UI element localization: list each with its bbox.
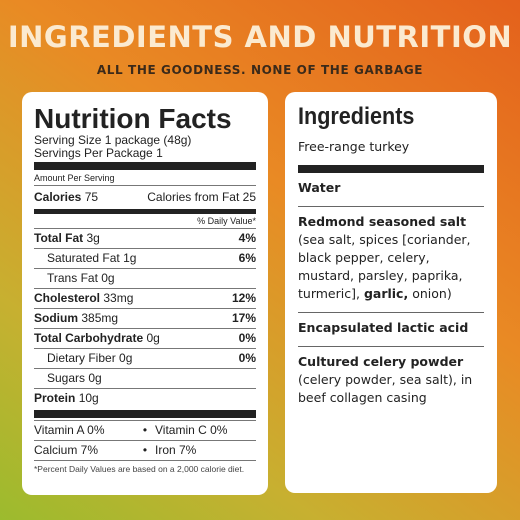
nutrient: Sodium 385mg — [34, 309, 118, 328]
nutrient-row: Dietary Fiber 0g 0% — [34, 348, 256, 368]
ingredient: Free-range turkey — [298, 132, 484, 165]
nutrient-amount: 0g — [88, 371, 102, 385]
nutrient-amount: 0g — [101, 271, 115, 285]
daily-value: 17% — [231, 311, 256, 325]
nutrient-rows: Total Fat 3g 4% Saturated Fat 1g 6% Trans Fa… — [34, 228, 256, 408]
ingredient-text: Cultured celery powder — [298, 354, 464, 369]
bullet: • — [142, 423, 148, 437]
vitamin-row: Vitamin A 0% • Vitamin C 0% — [34, 420, 256, 440]
bullet: • — [142, 443, 148, 457]
daily-value: 6% — [238, 251, 256, 265]
ingredients-title: Ingredients — [298, 103, 415, 130]
nutrient-row: Total Fat 3g 4% — [34, 228, 256, 248]
nutrient-label: Total Carbohydrate — [34, 331, 144, 345]
nutrient-row: Protein 10g — [34, 388, 256, 408]
medium-rule — [34, 209, 256, 214]
nutrient-amount: 1g — [123, 251, 137, 265]
ingredient: Cultured celery powder (celery powder, s… — [298, 347, 484, 416]
calories-label: Calories — [34, 190, 82, 204]
nutrient: Total Carbohydrate 0g — [34, 329, 160, 348]
nutrient-row: Cholesterol 33mg 12% — [34, 288, 256, 308]
thick-rule — [34, 162, 256, 170]
nutrient: Dietary Fiber 0g — [34, 349, 132, 368]
ingredient-text: Water — [298, 180, 341, 195]
nutrient-amount: 0g — [119, 351, 133, 365]
nutrient-amount: 3g — [86, 231, 100, 245]
dv-header: % Daily Value* — [197, 216, 256, 226]
vitamin-rows: Vitamin A 0% • Vitamin C 0% Calcium 7% • Iron… — [34, 420, 256, 460]
calories-fat: Calories from Fat 25 — [147, 186, 256, 208]
daily-value: 0% — [238, 331, 256, 345]
separator — [298, 346, 484, 347]
serving-size: Serving Size 1 package (48g) — [34, 133, 192, 147]
nutrient-amount: 0g — [146, 331, 160, 345]
footnote: *Percent Daily Values are based on a 2,0… — [34, 460, 256, 474]
daily-value: 12% — [231, 291, 256, 305]
nutrition-panel: Nutrition Facts Serving Size 1 package (… — [22, 92, 268, 495]
vitamin: Calcium 7% — [34, 443, 99, 457]
ingredients-panel: Ingredients Free-range turkey Water Redmon… — [285, 92, 497, 493]
thick-rule — [34, 410, 256, 418]
nutrient-amount: 385mg — [81, 311, 119, 325]
nutrient-row: Total Carbohydrate 0g 0% — [34, 328, 256, 348]
nutrient-label: Saturated Fat — [47, 251, 120, 265]
nutrient-label: Cholesterol — [34, 291, 101, 305]
nutrient-row: Sodium 385mg 17% — [34, 308, 256, 328]
nutrition-title: Nutrition Facts — [34, 103, 232, 134]
ingredient-text: Free-range turkey — [298, 139, 410, 154]
vitamin: Iron 7% — [155, 443, 197, 457]
nutrient-row: Trans Fat 0g — [34, 268, 256, 288]
calories-fat-value: 25 — [242, 190, 256, 204]
nutrient: Trans Fat 0g — [34, 269, 115, 288]
nutrient-row: Sugars 0g — [34, 368, 256, 388]
ingredient-text: garlic, — [363, 286, 409, 301]
nutrient-label: Sugars — [47, 371, 86, 385]
nutrient: Cholesterol 33mg — [34, 289, 133, 308]
nutrient-label: Sodium — [34, 311, 78, 325]
page-title: INGREDIENTS AND NUTRITION — [7, 20, 513, 54]
nutrient: Total Fat 3g — [34, 229, 100, 248]
nutrient-label: Dietary Fiber — [47, 351, 116, 365]
nutrient: Saturated Fat 1g — [34, 249, 136, 268]
servings: Servings Per Package 1 — [34, 146, 163, 160]
ingredient: Water — [298, 173, 484, 206]
calories: Calories 75 — [34, 186, 98, 208]
ingredient-text: Encapsulated lactic acid — [298, 320, 469, 335]
ingredients-list: Free-range turkey Water Redmond seasoned s… — [298, 132, 484, 416]
calories-fat-label: Calories from Fat — [147, 190, 240, 204]
nutrient-label: Trans Fat — [47, 271, 98, 285]
ingredient: Encapsulated lactic acid — [298, 313, 484, 346]
daily-value: 4% — [238, 231, 256, 245]
ingredient-text: onion) — [412, 286, 452, 301]
separator — [298, 312, 484, 313]
vitamin-row: Calcium 7% • Iron 7% — [34, 440, 256, 460]
vitamin: Vitamin C 0% — [155, 423, 228, 437]
daily-value: 0% — [238, 351, 256, 365]
nutrient: Sugars 0g — [34, 369, 102, 388]
ingredient: Redmond seasoned salt (sea salt, spices … — [298, 207, 484, 312]
nutrient-amount: 33mg — [103, 291, 134, 305]
thick-rule — [298, 165, 484, 173]
page-subtitle: ALL THE GOODNESS. NONE OF THE GARBAGE — [96, 63, 424, 77]
nutrient-row: Saturated Fat 1g 6% — [34, 248, 256, 268]
ingredient-text: (sea salt, spices [coriander, black pepp… — [298, 232, 471, 301]
nutrient: Protein 10g — [34, 389, 99, 408]
vitamin: Vitamin A 0% — [34, 423, 105, 437]
separator — [298, 206, 484, 207]
nutrient-label: Protein — [34, 391, 76, 405]
ingredient-text: (celery powder, sea salt), in beef colla… — [298, 372, 473, 405]
amount-per-serving: Amount Per Serving — [34, 173, 115, 183]
nutrient-amount: 10g — [78, 391, 99, 405]
calories-row: Calories 75 Calories from Fat 25 — [34, 185, 256, 208]
calories-value: 75 — [84, 190, 99, 204]
nutrient-label: Total Fat — [34, 231, 84, 245]
ingredient-text: Redmond seasoned salt — [298, 214, 467, 229]
